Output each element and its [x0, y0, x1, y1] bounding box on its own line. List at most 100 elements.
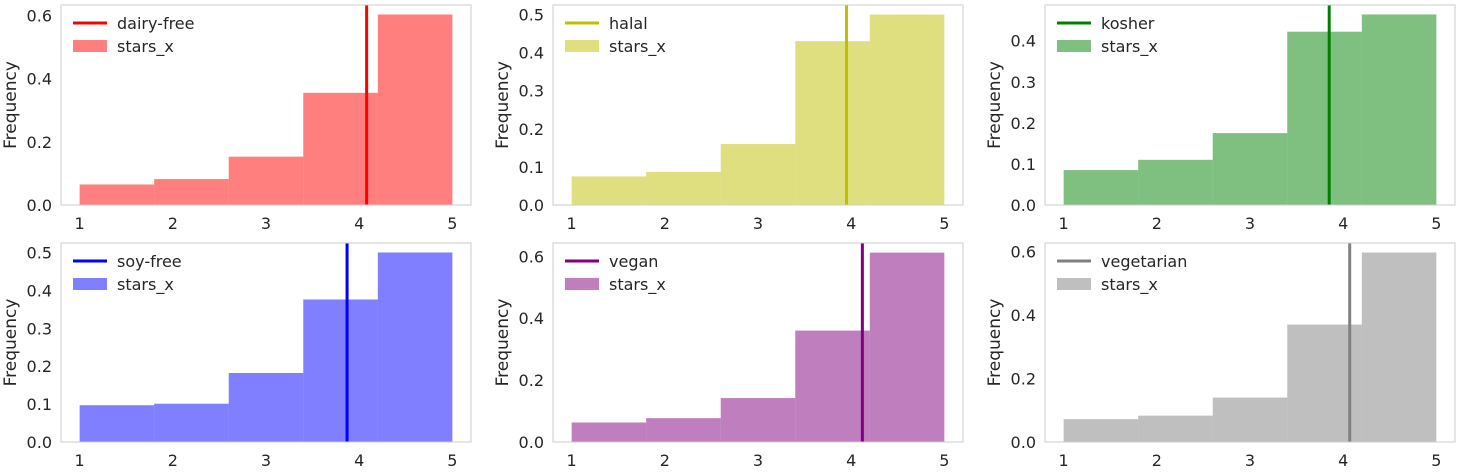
x-tick-label: 1 — [567, 451, 577, 470]
x-tick-label: 4 — [1338, 214, 1348, 233]
histogram-bar — [1212, 133, 1288, 205]
x-tick-label: 3 — [1245, 214, 1255, 233]
legend: halal stars_x — [565, 14, 666, 57]
histogram-bar — [377, 14, 453, 206]
y-tick-label: 0.0 — [519, 196, 544, 215]
histogram-bar — [869, 14, 945, 206]
legend-bar-swatch — [1057, 40, 1091, 52]
legend: vegetarian stars_x — [1057, 252, 1187, 295]
histogram-bar — [869, 252, 945, 442]
x-tick-label: 1 — [567, 214, 577, 233]
legend: vegan stars_x — [565, 252, 666, 295]
y-tick-label: 0.4 — [519, 44, 544, 63]
histogram-bar — [720, 144, 796, 205]
histogram-bar — [79, 405, 155, 442]
y-tick-label: 0.1 — [27, 395, 52, 414]
histogram-bar — [1138, 415, 1213, 442]
legend-bar-swatch — [565, 278, 599, 290]
x-tick-label: 2 — [168, 451, 178, 470]
y-axis-label: Frequency — [985, 61, 1005, 149]
x-tick-label: 1 — [75, 214, 85, 233]
legend-bar-label: stars_x — [117, 37, 174, 57]
legend-bar-label: stars_x — [609, 37, 666, 57]
x-tick-label: 5 — [939, 214, 949, 233]
x-tick-label: 3 — [753, 451, 763, 470]
legend-bar-swatch — [565, 40, 599, 52]
axes-frame — [60, 242, 472, 443]
legend-bar-label: stars_x — [1101, 275, 1158, 295]
histogram-bar — [154, 403, 229, 442]
x-tick-label: 3 — [261, 451, 271, 470]
legend-line-label: halal — [609, 14, 648, 33]
x-tick-label: 5 — [1431, 214, 1441, 233]
y-tick-label: 0.6 — [519, 247, 544, 266]
y-tick-label: 0.1 — [1011, 155, 1036, 174]
y-tick-label: 0.2 — [519, 120, 544, 139]
y-tick-label: 0.0 — [1011, 196, 1036, 215]
x-tick-label: 2 — [660, 214, 670, 233]
x-tick-label: 1 — [1059, 214, 1069, 233]
legend-bar-swatch — [1057, 278, 1091, 290]
histogram-bar — [377, 252, 453, 442]
subplot-vegetarian: 1 2 3 4 5 0.0 0.2 0.4 0.6 Frequency vegetarian star… — [985, 242, 1456, 470]
axes-frame — [552, 4, 964, 206]
legend-line-label: kosher — [1101, 14, 1155, 33]
y-tick-label: 0.1 — [519, 158, 544, 177]
y-tick-label: 0.4 — [1011, 32, 1036, 51]
legend-bar-swatch — [73, 40, 107, 52]
histogram-bar — [646, 418, 721, 442]
y-axis-label: Frequency — [1, 299, 21, 387]
subplot-vegan: 1 2 3 4 5 0.0 0.2 0.4 0.6 Frequency vegan stars_x — [493, 242, 964, 470]
y-tick-label: 0.3 — [27, 319, 52, 338]
y-tick-label: 0.2 — [519, 371, 544, 390]
y-tick-label: 0.5 — [519, 6, 544, 25]
x-tick-label: 5 — [1431, 451, 1441, 470]
histogram-bar — [1287, 31, 1362, 205]
y-tick-label: 0.6 — [27, 6, 52, 25]
legend: dairy-free stars_x — [73, 14, 195, 57]
x-tick-label: 2 — [168, 214, 178, 233]
legend: soy-free stars_x — [73, 252, 182, 295]
x-tick-label: 4 — [354, 451, 364, 470]
histogram-bar — [1212, 397, 1288, 442]
x-tick-label: 3 — [261, 214, 271, 233]
y-tick-label: 0.2 — [1011, 370, 1036, 389]
y-tick-label: 0.5 — [27, 243, 52, 262]
y-tick-label: 0.0 — [1011, 433, 1036, 452]
x-tick-label: 4 — [354, 214, 364, 233]
x-tick-label: 3 — [1245, 451, 1255, 470]
legend-line-label: dairy-free — [117, 14, 195, 33]
legend-line-label: vegetarian — [1101, 252, 1187, 271]
x-tick-label: 2 — [1152, 451, 1162, 470]
legend-line-label: vegan — [609, 252, 658, 271]
y-tick-label: 0.0 — [519, 433, 544, 452]
x-tick-label: 2 — [660, 451, 670, 470]
legend-bar-label: stars_x — [609, 275, 666, 295]
y-tick-label: 0.2 — [27, 133, 52, 152]
subplot-halal: 1 2 3 4 5 0.0 0.1 0.2 0.3 0.4 0.5 Frequency halal sta… — [493, 4, 964, 233]
y-tick-label: 0.0 — [27, 433, 52, 452]
y-tick-label: 0.4 — [1011, 306, 1036, 325]
histogram-bar — [228, 156, 304, 205]
y-axis-label: Frequency — [493, 299, 513, 387]
y-tick-label: 0.4 — [519, 309, 544, 328]
histogram-bar — [228, 373, 304, 442]
histogram-bar — [1361, 14, 1437, 205]
x-tick-label: 4 — [1338, 451, 1348, 470]
x-tick-label: 2 — [1152, 214, 1162, 233]
subplot-kosher: 1 2 3 4 5 0.0 0.1 0.2 0.3 0.4 Frequency kosher stars… — [985, 4, 1456, 233]
x-tick-label: 5 — [447, 214, 457, 233]
histogram-bar — [154, 179, 229, 205]
y-tick-label: 0.4 — [27, 281, 52, 300]
x-tick-label: 4 — [846, 214, 856, 233]
histogram-bar — [303, 299, 378, 442]
y-tick-label: 0.6 — [1011, 243, 1036, 262]
histogram-bar — [1063, 419, 1139, 442]
y-tick-label: 0.0 — [27, 196, 52, 215]
x-tick-label: 1 — [75, 451, 85, 470]
x-tick-label: 5 — [447, 451, 457, 470]
y-tick-label: 0.3 — [1011, 73, 1036, 92]
y-tick-label: 0.3 — [519, 82, 544, 101]
histogram-bar — [1138, 159, 1213, 205]
